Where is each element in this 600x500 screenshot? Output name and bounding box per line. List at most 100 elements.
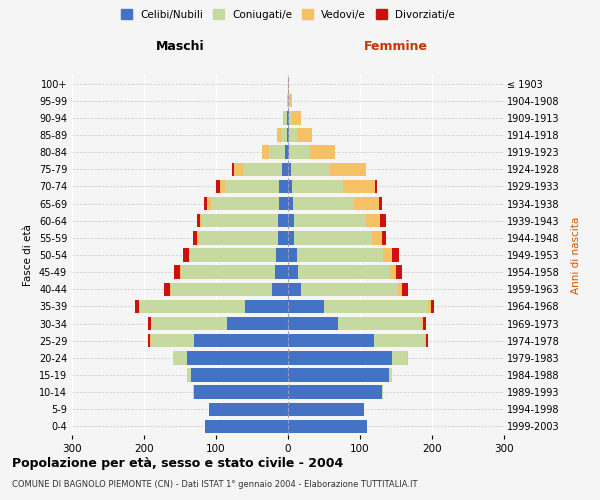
Bar <box>289 146 310 159</box>
Bar <box>288 368 389 382</box>
Bar <box>396 266 402 279</box>
Bar <box>287 128 288 141</box>
Bar <box>164 282 170 296</box>
Bar <box>232 162 234 176</box>
Bar <box>288 317 338 330</box>
Bar <box>287 111 288 124</box>
Bar <box>216 180 220 193</box>
Bar <box>150 334 151 347</box>
Text: Popolazione per età, sesso e stato civile - 2004: Popolazione per età, sesso e stato civil… <box>12 458 343 470</box>
Bar <box>194 334 288 347</box>
Bar <box>288 386 382 399</box>
Bar <box>190 248 277 262</box>
Bar <box>280 197 288 210</box>
Bar <box>292 180 343 193</box>
Bar <box>227 317 288 330</box>
Bar <box>288 420 367 433</box>
Bar <box>428 300 431 313</box>
Bar <box>288 146 289 159</box>
Bar <box>421 317 422 330</box>
Bar <box>188 248 190 262</box>
Bar <box>383 248 392 262</box>
Bar <box>288 77 289 90</box>
Bar <box>294 231 371 244</box>
Bar <box>296 248 383 262</box>
Bar <box>425 334 426 347</box>
Bar <box>301 282 398 296</box>
Bar <box>148 334 150 347</box>
Bar <box>220 180 226 193</box>
Bar <box>194 386 288 399</box>
Bar <box>293 197 354 210</box>
Bar <box>382 386 383 399</box>
Bar <box>269 146 285 159</box>
Bar <box>288 266 298 279</box>
Bar <box>242 162 282 176</box>
Bar <box>187 351 288 364</box>
Bar <box>285 146 288 159</box>
Bar <box>205 197 208 210</box>
Bar <box>277 128 281 141</box>
Bar <box>402 282 407 296</box>
Bar <box>181 266 275 279</box>
Bar <box>407 351 408 364</box>
Bar <box>288 231 294 244</box>
Text: Maschi: Maschi <box>155 40 205 52</box>
Bar <box>281 128 287 141</box>
Bar <box>426 334 428 347</box>
Bar <box>398 282 402 296</box>
Bar <box>284 111 287 124</box>
Bar <box>151 317 227 330</box>
Bar <box>289 111 292 124</box>
Y-axis label: Fasce di età: Fasce di età <box>23 224 33 286</box>
Bar <box>275 266 288 279</box>
Bar <box>180 266 181 279</box>
Bar <box>174 266 180 279</box>
Bar <box>288 282 301 296</box>
Bar <box>354 197 379 210</box>
Bar <box>280 180 288 193</box>
Bar <box>205 420 288 433</box>
Bar <box>173 351 187 364</box>
Bar <box>234 162 242 176</box>
Bar <box>148 317 151 330</box>
Bar <box>197 214 200 228</box>
Bar <box>202 214 278 228</box>
Text: COMUNE DI BAGNOLO PIEMONTE (CN) - Dati ISTAT 1° gennaio 2004 - Elaborazione TUTT: COMUNE DI BAGNOLO PIEMONTE (CN) - Dati I… <box>12 480 418 489</box>
Bar <box>208 197 211 210</box>
Bar <box>392 248 399 262</box>
Bar <box>296 128 313 141</box>
Bar <box>379 197 382 210</box>
Bar <box>193 231 197 244</box>
Bar <box>140 300 245 313</box>
Bar <box>291 162 331 176</box>
Bar <box>170 282 172 296</box>
Bar <box>272 282 288 296</box>
Bar <box>278 214 288 228</box>
Bar <box>209 402 288 416</box>
Bar <box>366 214 380 228</box>
Bar <box>288 111 289 124</box>
Bar <box>282 162 288 176</box>
Bar <box>371 231 382 244</box>
Bar <box>187 368 191 382</box>
Bar <box>288 248 296 262</box>
Bar <box>431 300 434 313</box>
Bar <box>288 351 392 364</box>
Bar <box>343 180 375 193</box>
Bar <box>292 111 301 124</box>
Bar <box>390 266 396 279</box>
Bar <box>199 231 278 244</box>
Bar <box>245 300 288 313</box>
Bar <box>298 266 390 279</box>
Text: Femmine: Femmine <box>364 40 428 52</box>
Bar <box>197 231 199 244</box>
Bar <box>338 317 421 330</box>
Bar <box>382 231 386 244</box>
Bar <box>200 214 202 228</box>
Bar <box>151 334 194 347</box>
Bar <box>288 214 294 228</box>
Bar <box>136 300 139 313</box>
Bar <box>331 162 367 176</box>
Bar <box>288 402 364 416</box>
